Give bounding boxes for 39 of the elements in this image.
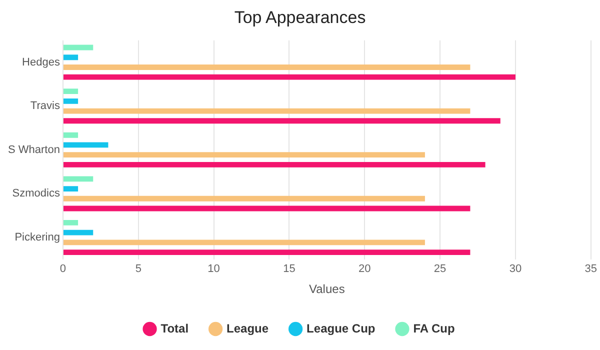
bar	[63, 108, 470, 114]
bar	[63, 118, 500, 124]
x-tick-label: 35	[584, 263, 598, 276]
bar	[63, 176, 94, 182]
x-tick-label: 30	[509, 263, 522, 276]
bar	[63, 64, 470, 70]
x-tick-label: 25	[434, 263, 446, 276]
bar	[63, 98, 78, 104]
x-tick-label: 10	[208, 263, 220, 276]
bar	[63, 54, 78, 60]
bar	[63, 152, 425, 158]
y-tick-label: Szmodics	[12, 188, 60, 200]
chart-title: Top Appearances	[234, 8, 366, 27]
y-tick-label: S Wharton	[8, 144, 60, 156]
bar	[63, 88, 78, 94]
y-tick-label: Hedges	[22, 56, 60, 68]
bar	[63, 206, 470, 212]
bar	[63, 186, 78, 192]
bar	[63, 250, 470, 255]
bar	[63, 74, 516, 80]
legend-label: FA Cup	[413, 321, 455, 336]
bar	[63, 240, 425, 246]
y-tick-label: Travis	[30, 100, 60, 112]
x-tick-label: 15	[283, 263, 296, 276]
bar	[63, 132, 78, 138]
legend-label: League Cup	[306, 321, 376, 336]
bar	[63, 162, 486, 168]
legend-label: Total	[160, 321, 189, 336]
y-tick-label: Pickering	[14, 232, 60, 244]
bar	[63, 142, 108, 148]
bar	[63, 230, 94, 236]
x-tick-label: 5	[135, 263, 142, 276]
legend-label: League	[226, 321, 269, 336]
x-tick-label: 20	[358, 263, 371, 276]
x-tick-label: 0	[60, 263, 66, 276]
bar	[63, 196, 425, 202]
bar	[63, 220, 78, 226]
bar	[63, 44, 94, 50]
x-axis-title: Values	[309, 282, 345, 296]
